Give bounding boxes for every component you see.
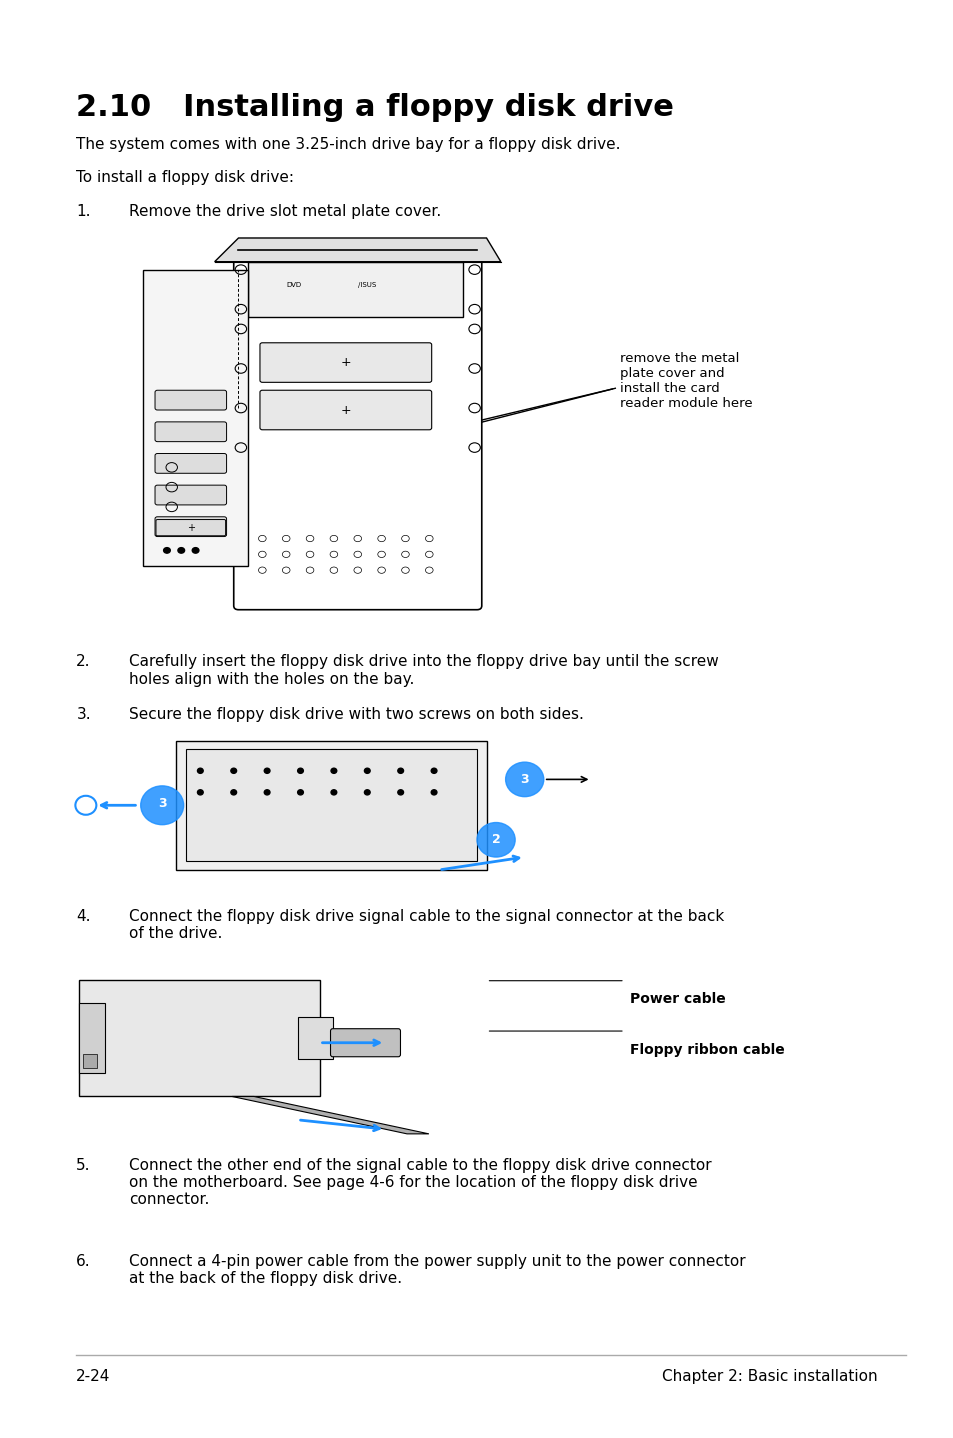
Text: 5.: 5.: [76, 1158, 91, 1172]
Bar: [248, 262, 462, 318]
Text: 4.: 4.: [76, 909, 91, 923]
Bar: [176, 741, 486, 870]
Text: Remove the drive slot metal plate cover.: Remove the drive slot metal plate cover.: [129, 204, 440, 219]
Text: Secure the floppy disk drive with two screws on both sides.: Secure the floppy disk drive with two sc…: [129, 707, 583, 722]
Text: 2: 2: [491, 833, 500, 847]
Bar: [186, 749, 476, 861]
Text: Carefully insert the floppy disk drive into the floppy drive bay until the screw: Carefully insert the floppy disk drive i…: [129, 654, 718, 687]
Circle shape: [164, 548, 170, 554]
FancyBboxPatch shape: [154, 516, 226, 536]
Circle shape: [364, 768, 370, 774]
Text: 2-24: 2-24: [76, 1369, 111, 1383]
Polygon shape: [214, 239, 500, 262]
Text: /ISUS: /ISUS: [357, 282, 375, 289]
FancyBboxPatch shape: [330, 1028, 400, 1057]
Text: Floppy ribbon cable: Floppy ribbon cable: [629, 1043, 783, 1057]
FancyBboxPatch shape: [259, 342, 431, 383]
Circle shape: [431, 789, 436, 795]
Text: The system comes with one 3.25-inch drive bay for a floppy disk drive.: The system comes with one 3.25-inch driv…: [76, 137, 620, 151]
Text: 2.: 2.: [76, 654, 91, 669]
Text: remove the metal
plate cover and
install the card
reader module here: remove the metal plate cover and install…: [619, 352, 752, 410]
Circle shape: [231, 768, 236, 774]
Text: Power cable: Power cable: [629, 992, 724, 1007]
Circle shape: [476, 823, 515, 857]
Circle shape: [192, 548, 198, 554]
Circle shape: [177, 548, 185, 554]
Bar: [79, 979, 319, 1097]
Text: +: +: [340, 357, 351, 370]
Circle shape: [397, 768, 403, 774]
Circle shape: [397, 789, 403, 795]
Text: DVD: DVD: [286, 282, 301, 289]
Text: 6.: 6.: [76, 1254, 91, 1268]
Circle shape: [197, 789, 203, 795]
Text: Connect the floppy disk drive signal cable to the signal connector at the back
o: Connect the floppy disk drive signal cab…: [129, 909, 723, 942]
FancyBboxPatch shape: [156, 519, 225, 536]
Circle shape: [331, 789, 336, 795]
Circle shape: [141, 785, 183, 825]
Text: Chapter 2: Basic installation: Chapter 2: Basic installation: [661, 1369, 877, 1383]
FancyBboxPatch shape: [154, 390, 226, 410]
Bar: [297, 1017, 333, 1058]
Text: +: +: [187, 523, 194, 533]
Text: 3: 3: [157, 797, 167, 810]
Bar: [79, 1004, 105, 1073]
Circle shape: [231, 789, 236, 795]
FancyBboxPatch shape: [259, 390, 431, 430]
FancyBboxPatch shape: [154, 485, 226, 505]
Text: 2.10   Installing a floppy disk drive: 2.10 Installing a floppy disk drive: [76, 93, 674, 122]
Text: To install a floppy disk drive:: To install a floppy disk drive:: [76, 170, 294, 184]
Bar: [84, 1054, 96, 1068]
Text: Connect a 4-pin power cable from the power supply unit to the power connector
at: Connect a 4-pin power cable from the pow…: [129, 1254, 744, 1287]
Circle shape: [364, 789, 370, 795]
Circle shape: [431, 768, 436, 774]
Polygon shape: [232, 1097, 429, 1135]
Circle shape: [197, 768, 203, 774]
Circle shape: [297, 768, 303, 774]
FancyBboxPatch shape: [154, 421, 226, 441]
Text: 3.: 3.: [76, 707, 91, 722]
Text: 1.: 1.: [76, 204, 91, 219]
Text: +: +: [340, 404, 351, 417]
FancyBboxPatch shape: [233, 246, 481, 610]
FancyBboxPatch shape: [154, 453, 226, 473]
Circle shape: [505, 762, 543, 797]
Text: Connect the other end of the signal cable to the floppy disk drive connector
on : Connect the other end of the signal cabl…: [129, 1158, 711, 1208]
Text: 3: 3: [519, 772, 529, 787]
Circle shape: [297, 789, 303, 795]
Circle shape: [264, 789, 270, 795]
Circle shape: [331, 768, 336, 774]
Circle shape: [264, 768, 270, 774]
Bar: [143, 270, 248, 567]
